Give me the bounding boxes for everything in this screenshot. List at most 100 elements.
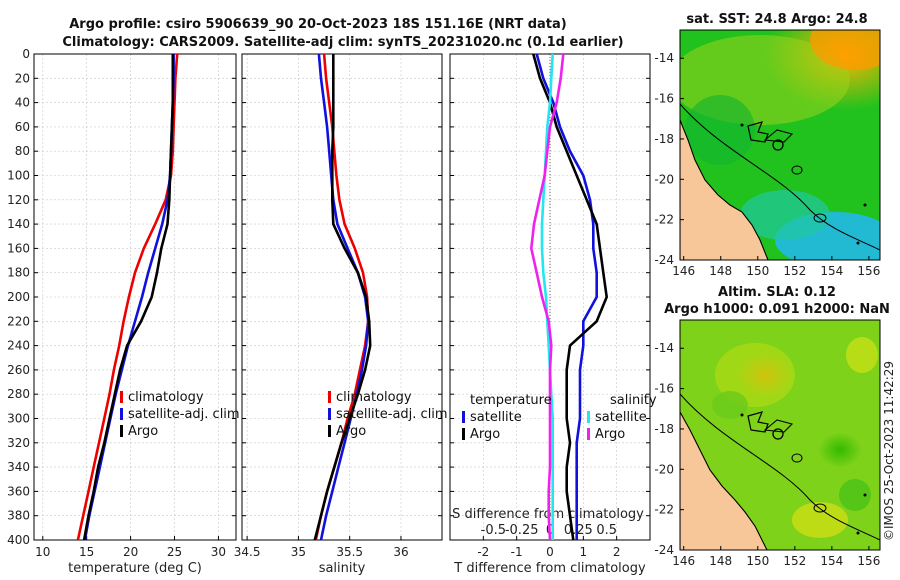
series-line-t-satellite [535, 53, 598, 540]
map-lat-label: -22 [654, 503, 674, 517]
map-lat-label: -20 [654, 172, 674, 186]
legend-entry: satellite [595, 410, 647, 425]
legend-swatch [328, 425, 331, 437]
map-lon-label: 148 [709, 264, 732, 278]
legend-title-temperature: temperature [470, 393, 552, 408]
legend-swatch [587, 428, 590, 440]
sla-map-field [680, 320, 880, 550]
series-line-argo [82, 54, 175, 541]
figure-title-line1: Argo profile: csiro 5906639_90 20-Oct-20… [69, 17, 566, 32]
depth-tick-label: 40 [15, 96, 30, 110]
depth-tick-label: 180 [7, 266, 30, 280]
x-tick-label: -2 [477, 545, 489, 559]
depth-tick-label: 300 [7, 412, 30, 426]
series-line-argo [313, 54, 372, 541]
sst-map-title: sat. SST: 24.8 Argo: 24.8 [686, 12, 867, 27]
legend-entry: Argo [470, 427, 500, 442]
depth-tick-label: 20 [15, 71, 30, 85]
legend-entry: Argo [595, 427, 625, 442]
map-lat-label: -18 [654, 132, 674, 146]
x-tick-label: 36 [393, 545, 408, 559]
salinity-panel: 34.5 35 35.5 36 salinity climatology satellite… [234, 53, 448, 576]
legend-swatch [120, 391, 123, 403]
map-lon-label: 146 [672, 554, 695, 568]
x-tick-label: 25 [167, 545, 182, 559]
map-lat-label: -16 [654, 92, 674, 106]
depth-tick-label: 0 [22, 47, 30, 61]
x-axis-label: salinity [319, 561, 366, 576]
s-tick-label: -0.5 [481, 523, 506, 538]
legend-swatch [120, 425, 123, 437]
map-lat-label: -24 [654, 253, 674, 267]
depth-tick-label: 140 [7, 217, 30, 231]
sla-map-ticks: 146 148 150 152 154 156 -14 -16 -18 -20 -22 -24 [654, 341, 880, 568]
series-line-s-argo [530, 53, 565, 541]
x-tick-label: 20 [123, 545, 138, 559]
depth-tick-label: 400 [7, 533, 30, 547]
x-axis-label: temperature (deg C) [68, 561, 202, 576]
legend-swatch [587, 411, 590, 423]
x-tick-label: 0 [546, 545, 554, 559]
legend-entry: satellite-adj. clim [128, 407, 240, 422]
map-lon-label: 154 [820, 554, 843, 568]
s-tick-label: 0.25 [564, 523, 593, 538]
legend-swatch [328, 408, 331, 420]
x-tick-label: 10 [35, 545, 50, 559]
legend-entry: Argo [336, 424, 366, 439]
depth-tick-label: 280 [7, 387, 30, 401]
legend-entry: satellite [470, 410, 522, 425]
map-lat-label: -14 [654, 51, 674, 65]
map-lon-label: 152 [783, 264, 806, 278]
depth-tick-label: 380 [7, 509, 30, 523]
map-lon-label: 150 [746, 264, 769, 278]
depth-tick-label: 200 [7, 290, 30, 304]
sst-argo-marker [772, 139, 784, 151]
map-lat-label: -20 [654, 462, 674, 476]
sla-argo-marker [772, 428, 784, 440]
map-lon-label: 154 [820, 264, 843, 278]
depth-tick-label: 240 [7, 339, 30, 353]
s-tick-label: -0.25 [505, 523, 539, 538]
series-line-s-satellite [540, 53, 554, 540]
sla-map-subtitle: Argo h1000: 0.091 h2000: NaN [664, 302, 890, 317]
x-axis-label: T difference from climatology [453, 561, 646, 576]
x-tick-label: 30 [211, 545, 226, 559]
x-tick-label: 2 [613, 545, 621, 559]
map-lat-label: -22 [654, 213, 674, 227]
map-lat-label: -14 [654, 341, 674, 355]
legend-swatch [328, 391, 331, 403]
map-lon-label: 148 [709, 554, 732, 568]
x-tick-label: 34.5 [234, 545, 261, 559]
depth-tick-label: 60 [15, 120, 30, 134]
depth-tick-label: 100 [7, 169, 30, 183]
x-tick-label: 15 [79, 545, 94, 559]
sst-map-field [680, 30, 880, 260]
imos-timestamp: ©IMOS 25-Oct-2023 11:42:29 [882, 361, 896, 541]
legend-swatch [462, 428, 465, 440]
sst-map-ticks: 146 148 150 152 154 156 -14 -16 -18 -20 -22 -24 [654, 51, 880, 278]
x-tick-label: 35.5 [336, 545, 363, 559]
depth-tick-label: 360 [7, 484, 30, 498]
map-lon-label: 146 [672, 264, 695, 278]
depth-tick-label: 80 [15, 144, 30, 158]
depth-tick-label: 260 [7, 363, 30, 377]
legend-swatch [120, 408, 123, 420]
map-lon-label: 156 [857, 264, 880, 278]
legend-entry: climatology [336, 390, 412, 405]
series-line-climatology [76, 53, 179, 541]
legend-entry: satellite-adj. clim [336, 407, 448, 422]
temperature-panel: 0 20 40 60 80 100 120 140 160 180 200 220 240 260 280 3… [7, 47, 240, 576]
series-line-t-argo [532, 53, 608, 541]
depth-tick-label: 340 [7, 460, 30, 474]
map-lon-label: 150 [746, 554, 769, 568]
depth-tick-label: 220 [7, 314, 30, 328]
legend-swatch [462, 411, 465, 423]
legend-entry: Argo [128, 424, 158, 439]
depth-tick-label: 160 [7, 241, 30, 255]
s-tick-label: 0.5 [596, 523, 617, 538]
legend-title-salinity: salinity [610, 393, 657, 408]
legend-entry: climatology [128, 390, 204, 405]
x-tick-label: -1 [511, 545, 523, 559]
